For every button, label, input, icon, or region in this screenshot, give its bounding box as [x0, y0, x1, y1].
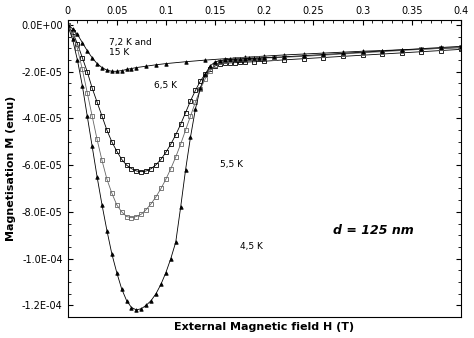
X-axis label: External Magnetic field H (T): External Magnetic field H (T) — [174, 322, 354, 333]
Text: d = 125 nm: d = 125 nm — [333, 224, 414, 237]
Text: 5,5 K: 5,5 K — [220, 161, 243, 169]
Text: 4,5 K: 4,5 K — [240, 242, 263, 251]
Text: 6,5 K: 6,5 K — [154, 81, 177, 90]
Text: 7,2 K and
15 K: 7,2 K and 15 K — [109, 38, 152, 57]
Y-axis label: Magnetisation M (emu): Magnetisation M (emu) — [6, 96, 16, 241]
